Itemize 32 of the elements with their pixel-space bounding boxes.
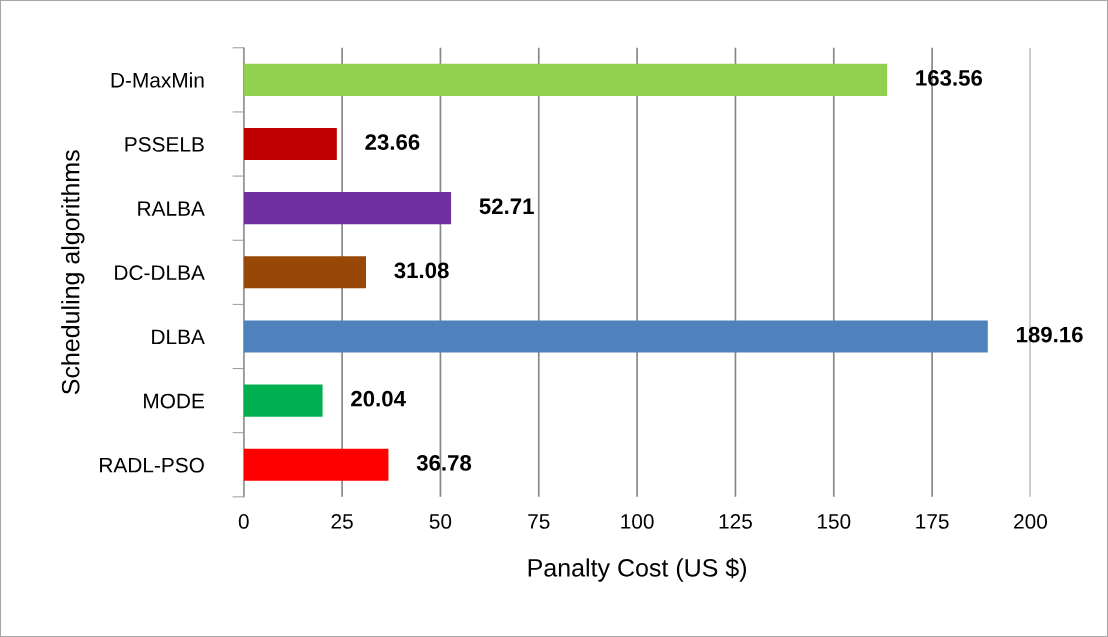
bar [243,192,452,225]
data-label: 189.16 [1016,326,1083,343]
data-label: 23.66 [365,134,420,150]
y-tick-label: RALBA [138,201,205,216]
x-tick-label: 0 [238,514,249,529]
data-label: 31.08 [394,262,449,279]
bar [243,127,337,161]
data-label: 163.56 [916,70,983,86]
x-tick-label: 150 [817,514,851,529]
bar [243,63,888,96]
x-tick-label: 100 [621,514,654,529]
x-tick-label: 25 [331,514,353,529]
x-tick-label: 50 [429,514,452,529]
y-axis-title: Scheduling algorithms [61,150,85,395]
bar [243,256,367,289]
x-tick-label: 175 [916,514,949,529]
bar [243,448,389,481]
y-tick-label: DC-DLBA [115,265,205,281]
x-tick-label: 125 [719,514,752,529]
data-label: 20.04 [351,390,406,407]
x-tick-label: 200 [1014,514,1048,529]
data-label: 36.78 [416,455,472,471]
y-tick-label: DLBA [152,329,205,345]
x-tick-label: 75 [528,514,550,529]
y-tick-label: PSSELB [125,137,204,152]
bar [243,384,323,417]
data-label: 52.71 [479,198,534,215]
bar [243,320,988,353]
y-tick-label: RADL-PSO [100,457,204,473]
x-axis-title: Panalty Cost (US $) [528,557,747,582]
y-tick-label: D-MaxMin [111,72,204,88]
y-tick-label: MODE [144,393,204,409]
